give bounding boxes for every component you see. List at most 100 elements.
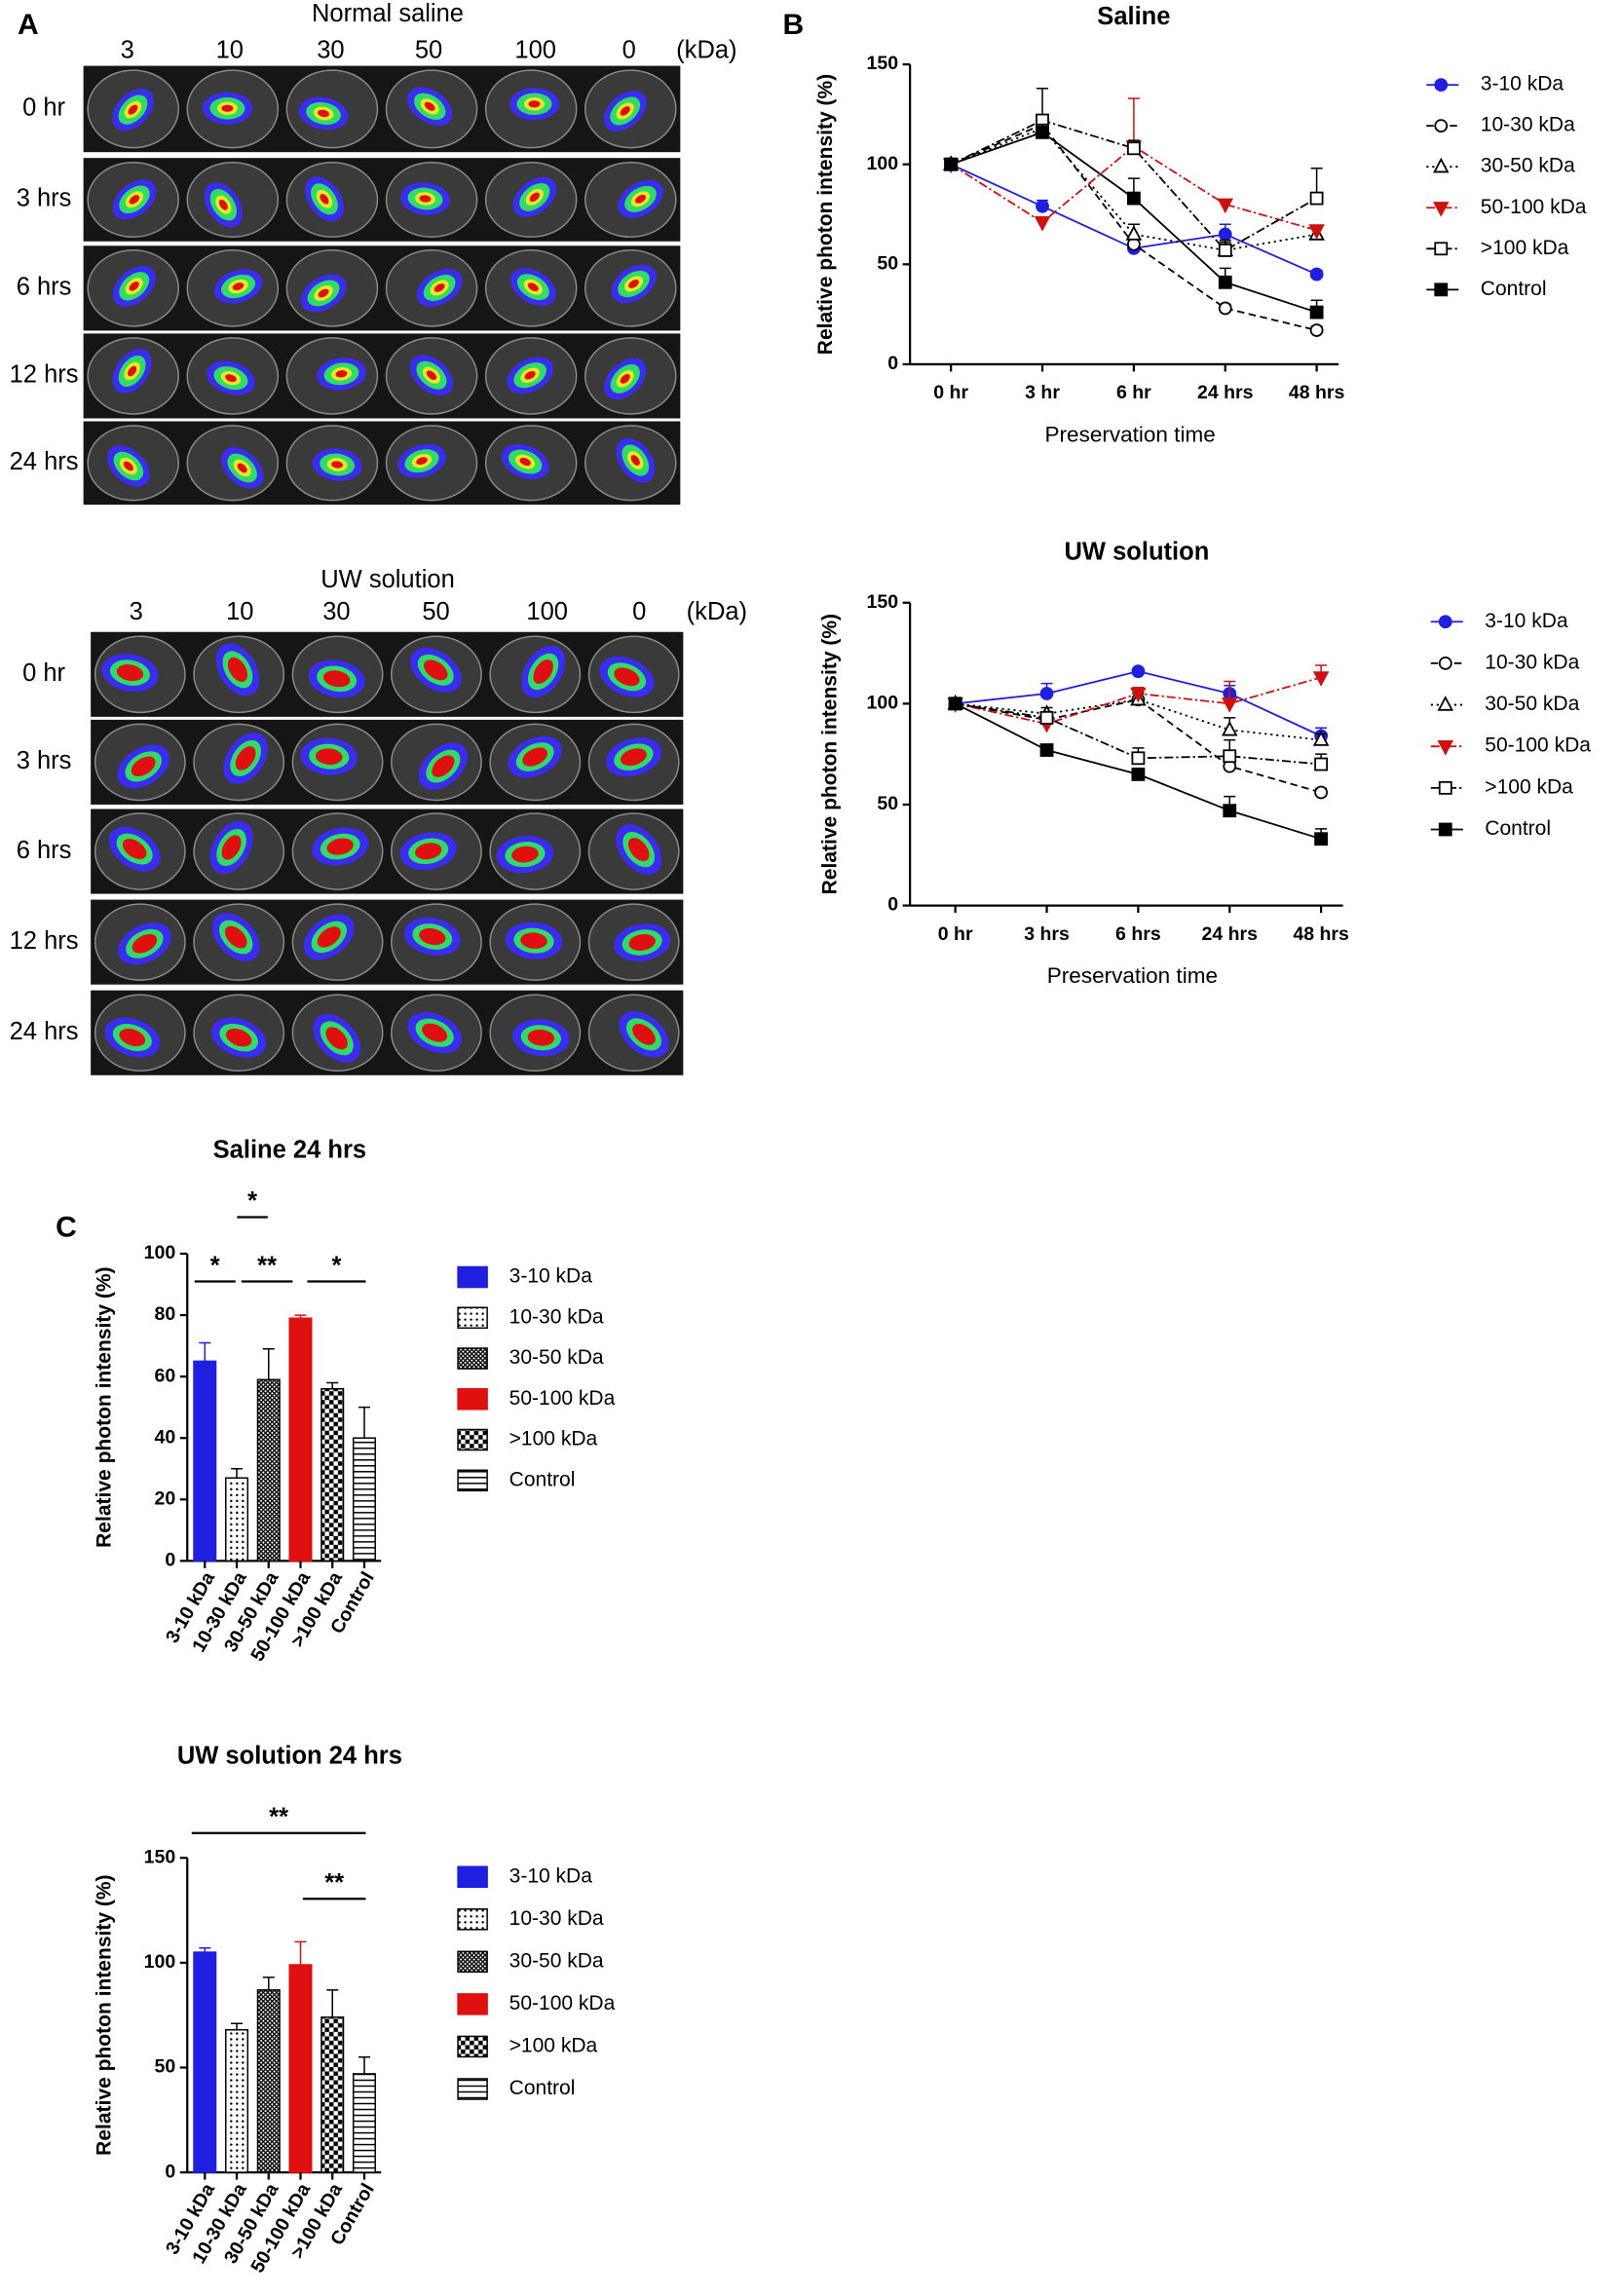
panel-letter: A	[18, 9, 39, 41]
y-tick-label: 150	[144, 1846, 176, 1867]
signal	[522, 747, 548, 767]
marker	[948, 696, 962, 711]
significance-label: **	[324, 1869, 344, 1897]
legend-label: 50-100 kDa	[1485, 734, 1591, 757]
signal	[221, 104, 234, 112]
legend-label: 50-100 kDa	[509, 1387, 616, 1410]
y-tick-label: 100	[867, 692, 899, 713]
signal	[225, 1028, 252, 1047]
image-strip	[83, 333, 681, 419]
signal	[232, 282, 245, 290]
marker	[1312, 671, 1330, 687]
chart-title: UW solution 24 hrs	[177, 1742, 402, 1769]
bar	[352, 2073, 376, 2173]
column-label: 100	[526, 598, 568, 625]
y-tick-label: 0	[165, 1550, 175, 1571]
signal	[511, 846, 539, 863]
chart-title: UW solution	[1064, 538, 1209, 565]
legend-swatch	[457, 1865, 488, 1889]
x-tick-label: 24 hrs	[1197, 382, 1254, 403]
signal	[128, 365, 137, 377]
error-bar	[326, 1381, 339, 1389]
row-label: 6 hrs	[17, 274, 72, 301]
image-strip	[91, 631, 684, 717]
signal	[416, 457, 428, 466]
marker	[1438, 615, 1452, 629]
signal	[218, 199, 228, 210]
signal	[426, 370, 437, 380]
bar	[352, 1437, 376, 1562]
y-tick-label: 100	[867, 153, 899, 174]
row-label: 3 hrs	[17, 185, 72, 212]
signal	[325, 1027, 348, 1050]
marker	[1131, 664, 1146, 679]
image-strip	[83, 245, 681, 331]
marker	[1434, 242, 1449, 256]
marker	[1218, 301, 1232, 316]
marker	[944, 157, 959, 171]
y-tick-label: 0	[165, 2161, 175, 2182]
x-tick-label: 48 hrs	[1293, 923, 1349, 945]
legend-label: 50-100 kDa	[1481, 196, 1587, 218]
legend-label: 30-50 kDa	[1481, 155, 1575, 177]
legend-label: 10-30 kDa	[1485, 651, 1579, 673]
panel-title: UW solution	[320, 566, 455, 593]
signal	[225, 374, 237, 383]
column-label: 30	[322, 598, 350, 625]
legend-swatch	[457, 2078, 488, 2100]
marker	[1218, 275, 1232, 289]
error-bar	[358, 1406, 370, 1439]
signal	[132, 934, 158, 954]
error-bar	[294, 1940, 307, 1966]
image-strip	[91, 719, 684, 805]
marker	[1218, 244, 1232, 257]
marker	[1434, 282, 1449, 297]
legend-label: >100 kDa	[1485, 775, 1573, 798]
legend-label: 30-50 kDa	[1485, 693, 1579, 715]
marker	[1221, 720, 1238, 736]
signal	[434, 283, 445, 292]
marker	[1309, 323, 1324, 337]
marker	[1126, 141, 1141, 156]
signal	[628, 280, 639, 288]
x-axis-label: Preservation time	[1045, 422, 1216, 446]
legend-swatch	[457, 2035, 488, 2058]
error-bar	[326, 1989, 339, 2017]
unit-label: (kDa)	[676, 36, 736, 63]
marker	[1036, 199, 1049, 213]
marker	[1223, 749, 1237, 764]
legend-label: 50-100 kDa	[509, 1992, 616, 2014]
legend-swatch	[457, 1993, 488, 2015]
signal	[520, 932, 547, 949]
series-line	[950, 131, 1317, 314]
signal	[335, 370, 348, 378]
marker	[1221, 697, 1238, 713]
bar	[256, 1989, 281, 2173]
signal	[630, 455, 640, 466]
y-axis-label: Relative photon intensity (%)	[94, 1266, 116, 1547]
signal	[235, 746, 256, 771]
signal	[628, 933, 656, 951]
legend-label: 10-30 kDa	[1481, 114, 1575, 136]
x-tick-label: 48 hrs	[1289, 382, 1345, 403]
signal	[331, 461, 344, 469]
marker	[1125, 225, 1143, 241]
signal	[129, 195, 140, 205]
x-tick-label: 0 hr	[933, 382, 968, 403]
signal	[123, 461, 133, 471]
signal	[424, 101, 435, 111]
row-label: 12 hrs	[10, 361, 79, 389]
error-bar	[262, 1348, 275, 1380]
legend-label: Control	[1485, 817, 1551, 840]
significance-label: *	[331, 1252, 341, 1279]
row-label: 24 hrs	[10, 1018, 79, 1045]
error-bar	[231, 2022, 244, 2030]
x-tick-label: 0 hr	[938, 923, 973, 945]
bar	[193, 1360, 217, 1562]
image-strip	[91, 990, 684, 1075]
row-label: 12 hrs	[10, 927, 79, 955]
y-tick-label: 0	[887, 353, 898, 374]
x-tick-label: 3 hr	[1025, 382, 1060, 403]
